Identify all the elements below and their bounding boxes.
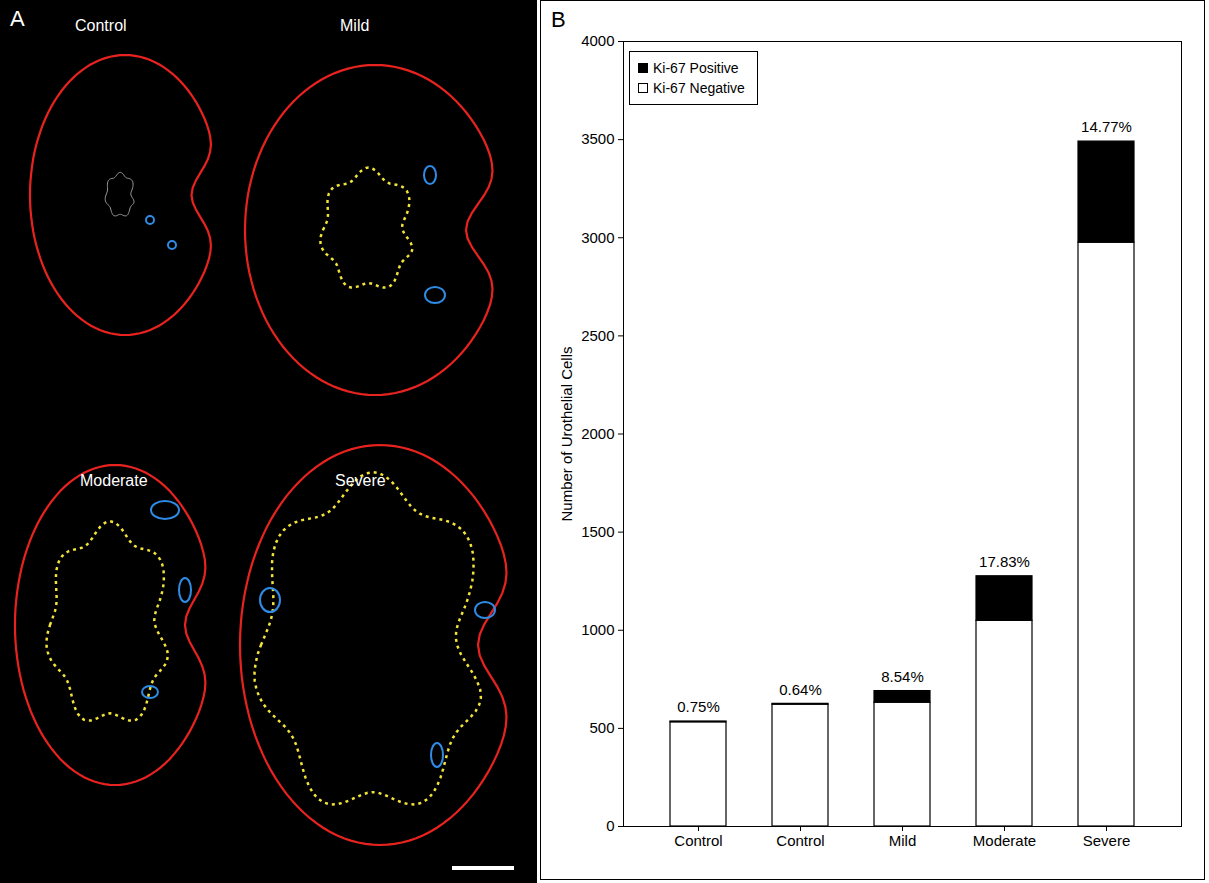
svg-text:Number of Urothelial Cells: Number of Urothelial Cells — [558, 346, 575, 521]
svg-text:0.64%: 0.64% — [779, 681, 822, 698]
svg-text:500: 500 — [589, 719, 614, 736]
svg-text:17.83%: 17.83% — [979, 553, 1030, 570]
svg-text:Mild: Mild — [889, 832, 917, 849]
svg-text:1500: 1500 — [581, 523, 614, 540]
svg-text:Control: Control — [776, 832, 824, 849]
svg-text:Mild: Mild — [340, 17, 369, 34]
svg-text:Control: Control — [75, 17, 127, 34]
svg-text:2500: 2500 — [581, 327, 614, 344]
svg-text:Moderate: Moderate — [973, 832, 1036, 849]
html-text:B: B — [551, 7, 566, 32]
svg-text:Severe: Severe — [1083, 832, 1131, 849]
svg-text:Severe: Severe — [335, 472, 386, 489]
svg-text:3500: 3500 — [581, 130, 614, 147]
svg-text:14.77%: 14.77% — [1081, 118, 1132, 135]
html-text:Ki-67 Positive: Ki-67 Positive — [653, 60, 739, 76]
html-text:Ki-67 Negative: Ki-67 Negative — [653, 80, 745, 96]
svg-text:1000: 1000 — [581, 621, 614, 638]
svg-text:0: 0 — [606, 817, 614, 834]
svg-text:0.75%: 0.75% — [677, 698, 720, 715]
svg-text:3000: 3000 — [581, 229, 614, 246]
svg-text:A: A — [10, 6, 25, 31]
svg-text:Moderate: Moderate — [80, 472, 148, 489]
svg-text:8.54%: 8.54% — [881, 668, 924, 685]
svg-text:Control: Control — [674, 832, 722, 849]
svg-text:4000: 4000 — [581, 32, 614, 49]
svg-text:2000: 2000 — [581, 425, 614, 442]
